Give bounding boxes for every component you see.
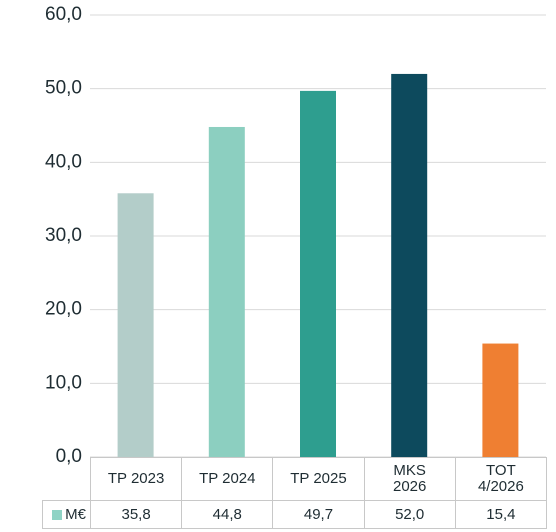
bar [482,343,519,457]
y-tick-label: 10,0 [45,372,82,393]
data-table-value: 35,8 [90,500,183,529]
bar [391,73,428,457]
y-tick-label: 50,0 [45,78,82,99]
bar [208,126,245,458]
x-tick-label: TOT 4/2026 [454,457,547,501]
legend-swatch [52,509,63,520]
y-tick-label: 0,0 [56,446,82,467]
x-tick-label: MKS 2026 [363,457,456,501]
data-table-value: 15,4 [454,500,547,529]
x-tick-label: TP 2025 [272,457,365,501]
legend-cell: M€ [42,500,91,529]
data-table-value: 44,8 [181,500,274,529]
data-table-value: 49,7 [272,500,365,529]
bar [117,193,154,458]
y-tick-label: 30,0 [45,225,82,246]
data-table-value: 52,0 [363,500,456,529]
x-tick-label: TP 2024 [181,457,274,501]
y-tick-label: 40,0 [45,151,82,172]
bar [300,90,336,458]
y-tick-label: 60,0 [45,4,82,25]
y-tick-label: 20,0 [45,299,82,320]
x-tick-label: TP 2023 [90,457,183,501]
legend-label: M€ [65,505,86,523]
